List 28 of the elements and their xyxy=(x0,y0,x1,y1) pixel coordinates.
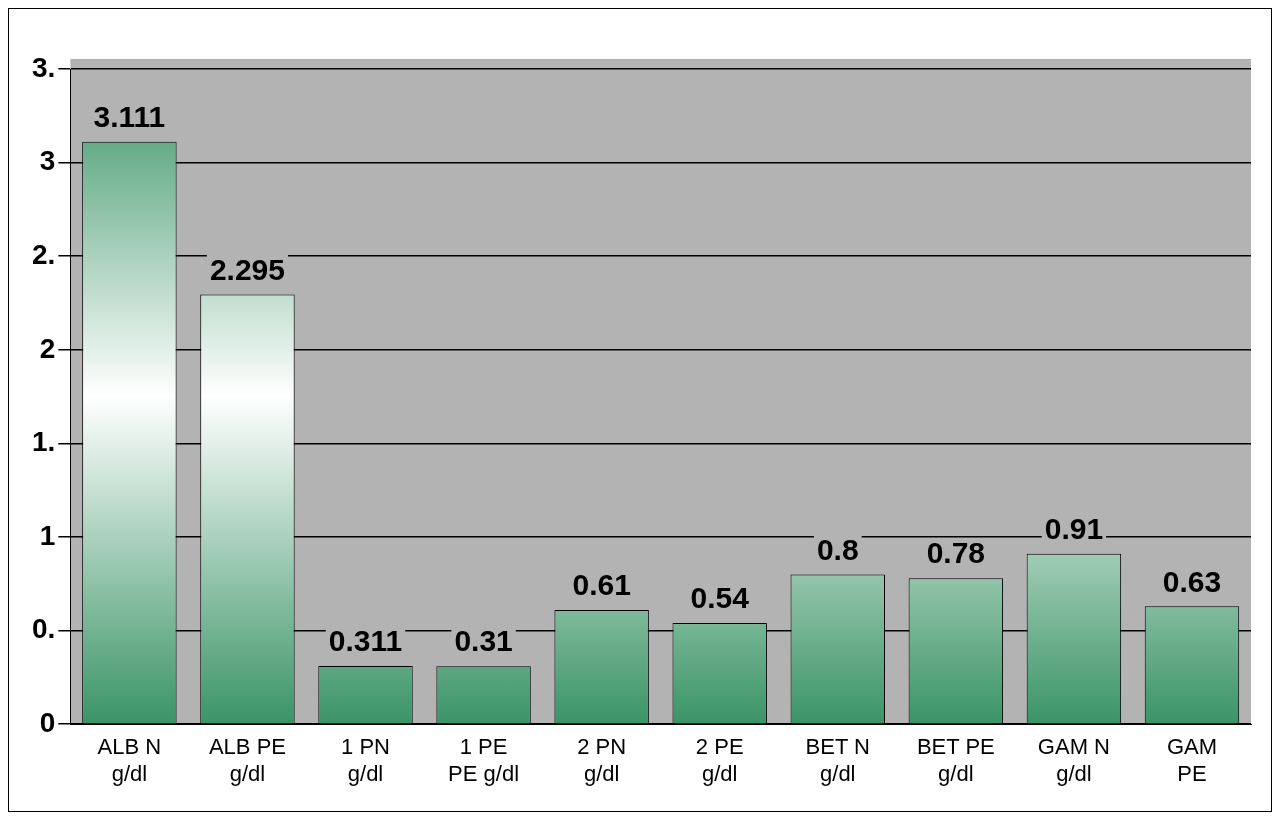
x-tick-label: 1 PE PE g/dl xyxy=(448,734,520,786)
data-label: 0.31 xyxy=(454,624,513,658)
data-label: 0.54 xyxy=(690,581,750,615)
x-tick-label: 1 PN g/dl xyxy=(341,734,390,786)
x-tick-label: 2 PN g/dl xyxy=(577,734,627,786)
x-tick-label: 2 PE g/dl xyxy=(695,734,744,786)
y-tick-label: 0 xyxy=(39,706,56,738)
x-tick-label: ALB PE g/dl xyxy=(208,734,286,786)
data-label: 0.63 xyxy=(1162,564,1222,598)
data-label: 0.8 xyxy=(816,532,859,566)
data-label: 0.91 xyxy=(1044,512,1104,546)
y-tick-label: 0. xyxy=(31,613,56,645)
data-label: 3.111 xyxy=(93,100,166,134)
x-tick-label: BET N g/dl xyxy=(805,734,870,786)
y-tick-label: 1 xyxy=(39,519,56,551)
x-tick-label: BET PE g/dl xyxy=(916,734,995,786)
x-tick-label: ALB N g/dl xyxy=(97,734,162,786)
data-label: 0.311 xyxy=(328,624,403,658)
x-tick-label: GAM PE xyxy=(1166,734,1218,786)
y-tick-label: 3 xyxy=(39,145,56,177)
data-label: 0.61 xyxy=(572,568,631,602)
y-tick-label: 2 xyxy=(39,332,56,364)
data-label: 0.78 xyxy=(926,536,986,570)
x-tick-label: GAM N g/dl xyxy=(1037,734,1110,786)
y-tick-label: 2. xyxy=(31,238,56,270)
y-tick-label: 1. xyxy=(31,426,56,458)
y-tick-label: 3. xyxy=(31,51,56,83)
data-label: 2.295 xyxy=(209,252,285,286)
